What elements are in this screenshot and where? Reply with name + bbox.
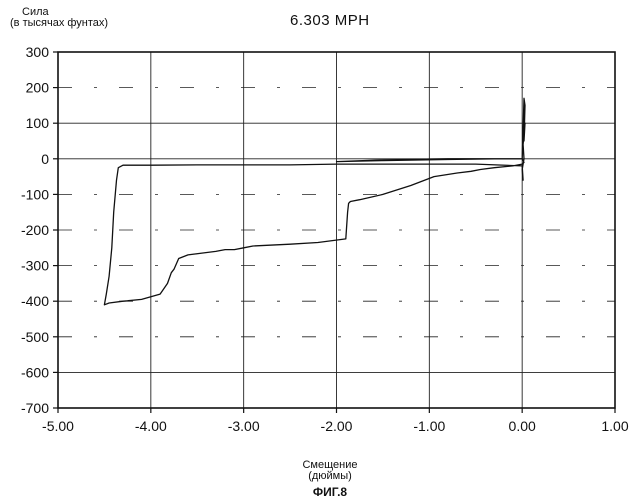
x-tick-label: -5.00 — [42, 418, 74, 434]
grid — [58, 52, 615, 408]
x-tick-label: -2.00 — [321, 418, 353, 434]
series-line — [104, 98, 525, 304]
y-tick-label: -300 — [21, 258, 49, 274]
y-tick-label: -700 — [21, 400, 49, 416]
y-tick-label: 100 — [26, 115, 50, 131]
y-tick-label: -400 — [21, 293, 49, 309]
y-tick-label: 0 — [41, 151, 49, 167]
y-tick-label: -500 — [21, 329, 49, 345]
series-layer — [104, 98, 525, 304]
x-tick-label: 1.00 — [601, 418, 628, 434]
x-tick-label: -3.00 — [228, 418, 260, 434]
y-tick-label: -600 — [21, 364, 49, 380]
y-tick-label: 300 — [26, 44, 50, 60]
y-tick-label: -200 — [21, 222, 49, 238]
y-tick-label: -100 — [21, 186, 49, 202]
x-tick-label: 0.00 — [509, 418, 536, 434]
y-tick-label: 200 — [26, 80, 50, 96]
x-tick-label: -4.00 — [135, 418, 167, 434]
x-tick-label: -1.00 — [413, 418, 445, 434]
